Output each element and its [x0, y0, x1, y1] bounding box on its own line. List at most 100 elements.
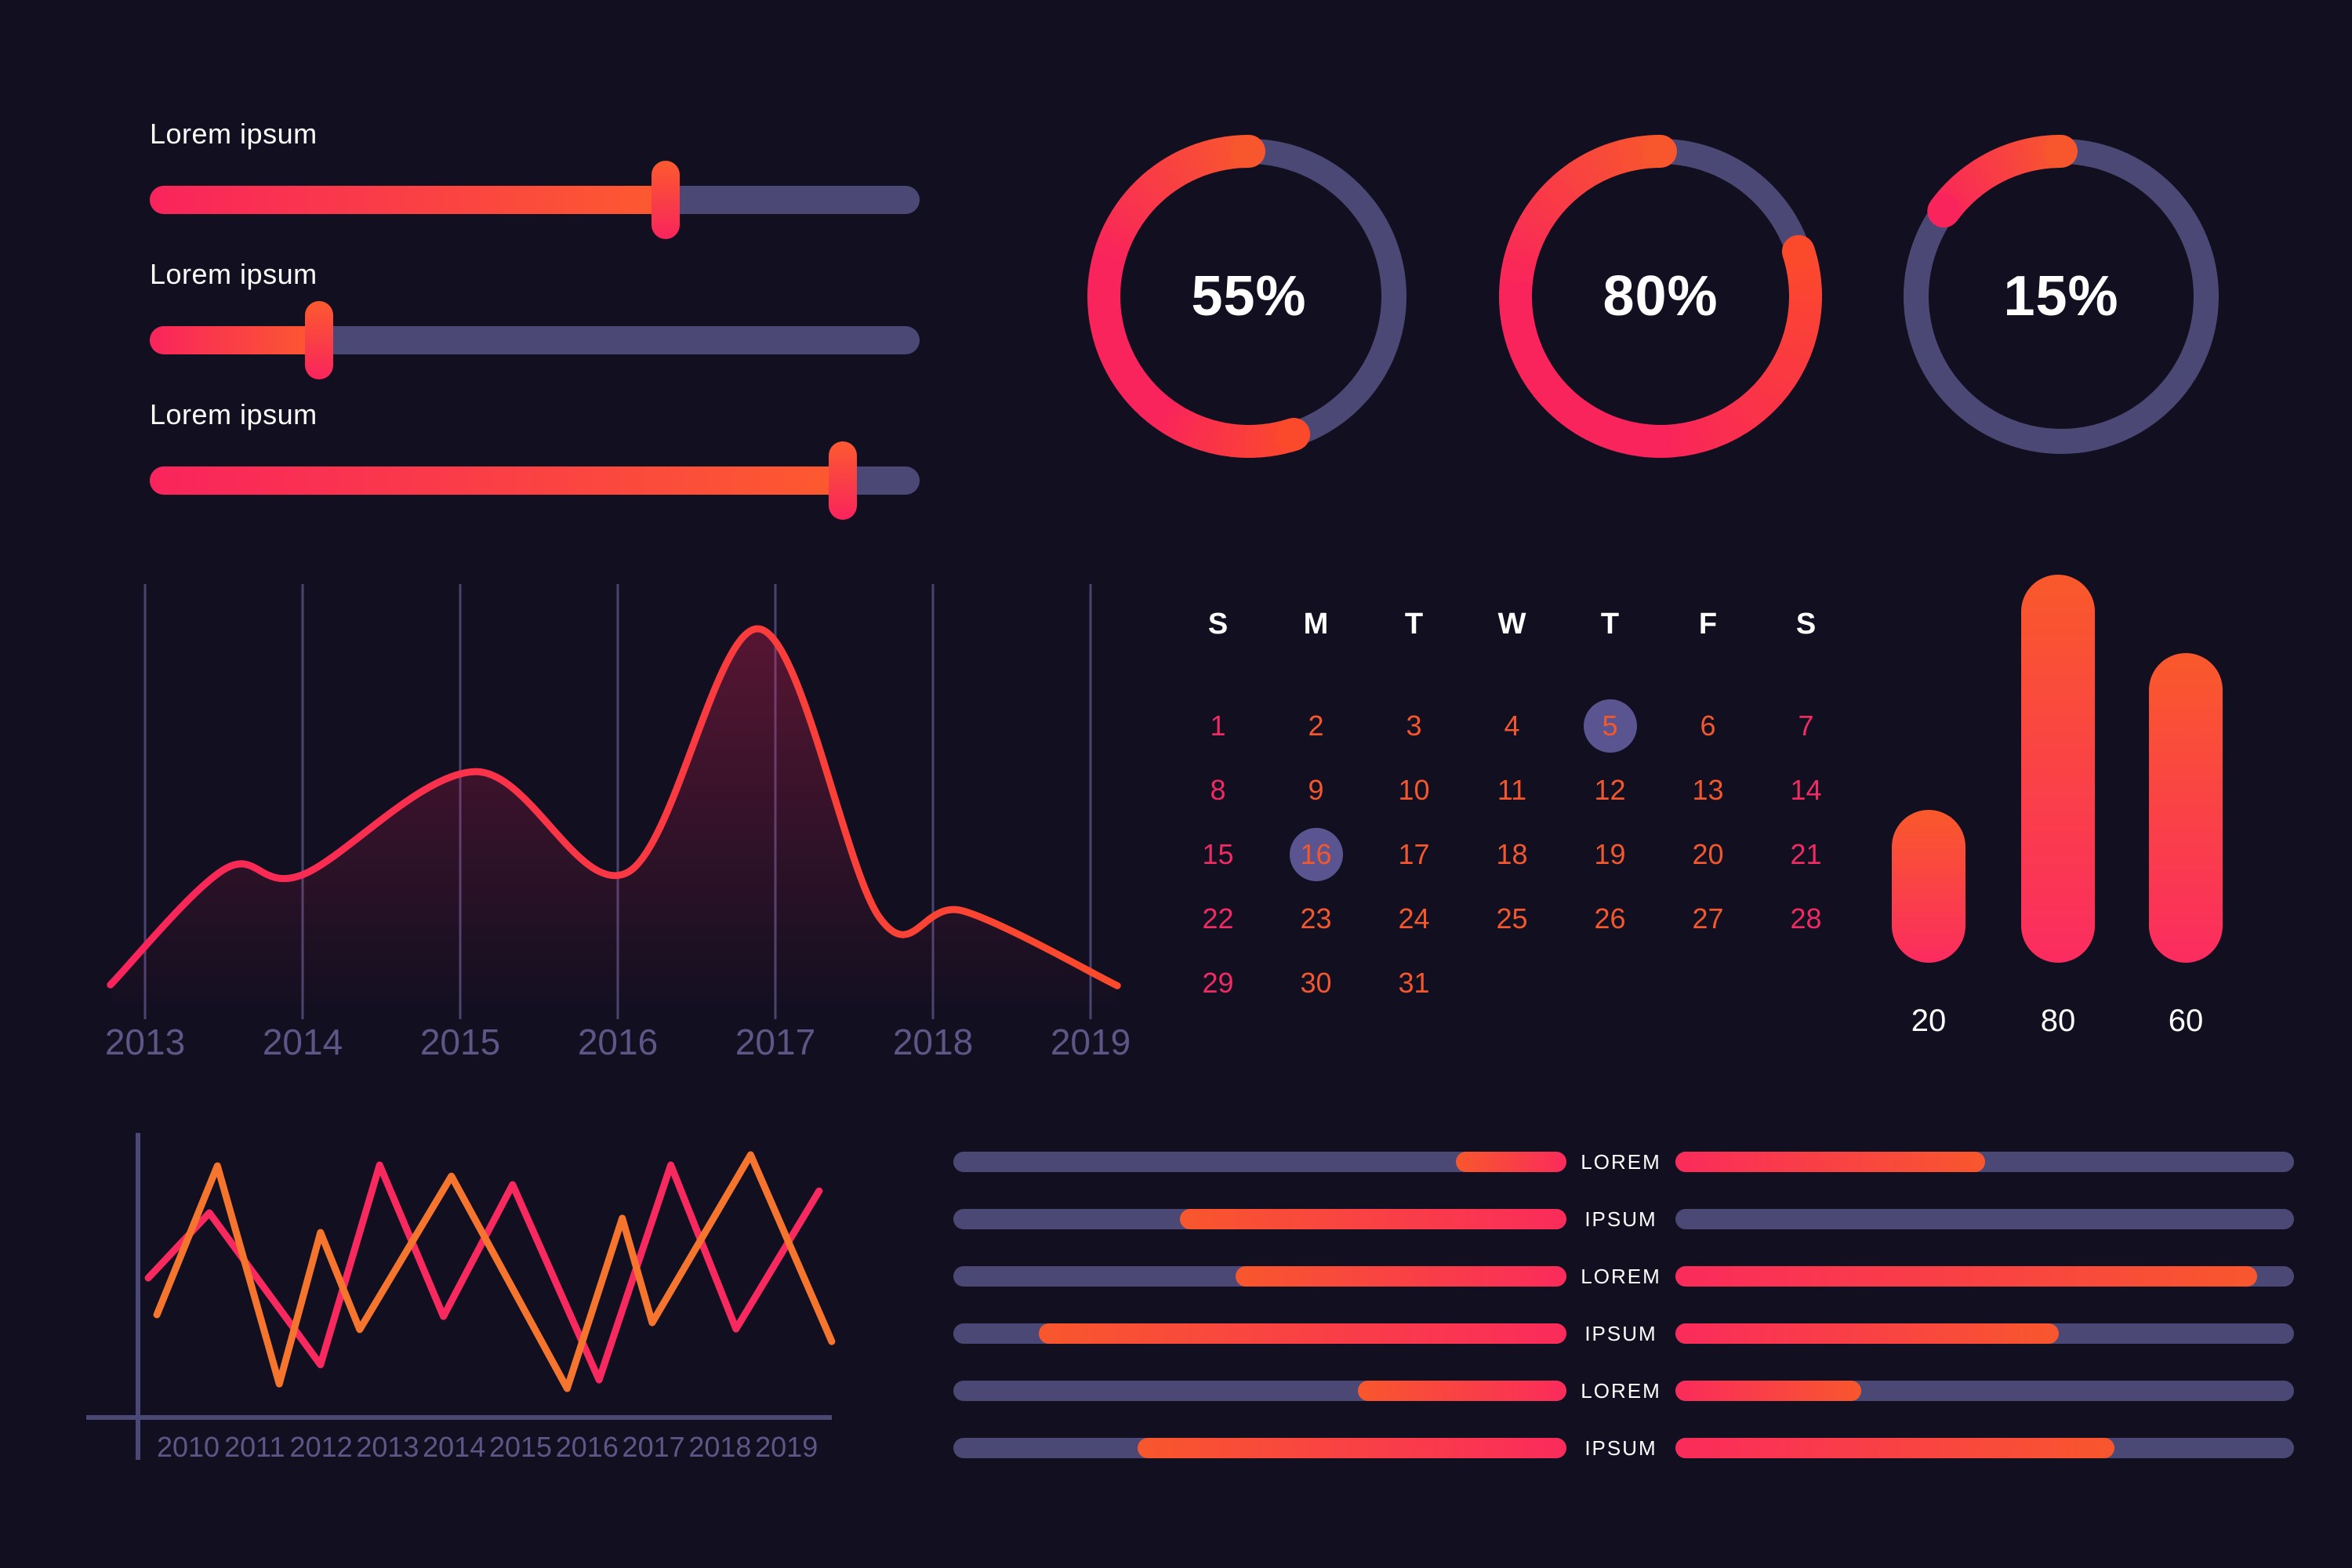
calendar-day-cell[interactable]: 19 — [1561, 822, 1659, 887]
calendar-day-number: 26 — [1594, 902, 1626, 935]
calendar-day-number: 27 — [1692, 902, 1724, 935]
calendar-day-number: 4 — [1504, 710, 1520, 742]
donut-gauge-1: 55% — [1069, 116, 1429, 477]
slider-track[interactable] — [150, 161, 920, 239]
slider-handle[interactable] — [651, 161, 680, 239]
calendar-day-number: 22 — [1202, 902, 1234, 935]
progress-left-fill — [1137, 1438, 1566, 1458]
calendar-header-cell: S — [1169, 592, 1267, 656]
slider-label: Lorem ipsum — [150, 118, 318, 150]
x-tick-label: 2015 — [489, 1431, 552, 1463]
calendar-day-number: 9 — [1308, 774, 1324, 806]
calendar-day-cell[interactable]: 25 — [1463, 887, 1561, 951]
calendar-day-number: 10 — [1398, 774, 1430, 806]
calendar-day-number: 20 — [1692, 838, 1724, 870]
pink-series — [144, 1161, 823, 1384]
slider-group-1: Lorem ipsum — [150, 118, 920, 239]
calendar-day-cell[interactable]: 8 — [1169, 758, 1267, 822]
calendar-header-cell: F — [1659, 592, 1757, 656]
calendar-day-cell[interactable]: 20 — [1659, 822, 1757, 887]
x-tick-label: 2014 — [423, 1431, 485, 1463]
calendar-day-number: 28 — [1790, 902, 1822, 935]
slider-fill — [150, 186, 666, 214]
calendar-week-row: 22 23 24 25 26 27 28 — [1169, 887, 1855, 951]
orange-series — [153, 1151, 836, 1392]
calendar-day-cell[interactable]: 29 — [1169, 951, 1267, 1015]
calendar-day-cell[interactable]: 7 — [1757, 694, 1855, 758]
x-tick-label: 2018 — [893, 1022, 973, 1062]
calendar-day-number: 6 — [1700, 710, 1716, 742]
calendar-day-cell[interactable]: 22 — [1169, 887, 1267, 951]
calendar-day-cell[interactable]: 31 — [1365, 951, 1463, 1015]
slider-handle[interactable] — [828, 441, 857, 520]
slider-handle[interactable] — [305, 301, 334, 379]
calendar-day-number: 15 — [1202, 838, 1234, 870]
calendar-day-cell[interactable]: 6 — [1659, 694, 1757, 758]
calendar-day-number: 2 — [1308, 710, 1324, 742]
calendar-day-cell[interactable]: 13 — [1659, 758, 1757, 822]
weekday-label: T — [1600, 607, 1620, 641]
calendar-day-cell[interactable]: 1 — [1169, 694, 1267, 758]
calendar-day-cell[interactable]: 26 — [1561, 887, 1659, 951]
progress-row-label: IPSUM — [1584, 1322, 1657, 1345]
donut-gauge-3: 15% — [1881, 116, 2241, 477]
calendar-day-cell[interactable]: 24 — [1365, 887, 1463, 951]
progress-right-track — [1675, 1152, 2294, 1172]
calendar-day-cell[interactable]: 2 — [1267, 694, 1365, 758]
calendar-week-row: 1 2 3 4 5 6 7 — [1169, 694, 1855, 758]
calendar-day-cell[interactable]: 30 — [1267, 951, 1365, 1015]
progress-right-track — [1675, 1438, 2294, 1458]
calendar-day-cell[interactable]: 28 — [1757, 887, 1855, 951]
donut-percent-label: 15% — [2003, 265, 2119, 328]
progress-left-fill — [1456, 1152, 1566, 1172]
calendar-day-number: 21 — [1790, 838, 1822, 870]
calendar-day-cell[interactable]: 5 — [1561, 694, 1659, 758]
calendar-day-cell[interactable]: 4 — [1463, 694, 1561, 758]
progress-left-track — [953, 1152, 1566, 1172]
donut-percent-label: 80% — [1602, 265, 1719, 328]
x-tick-label: 2013 — [356, 1431, 419, 1463]
calendar-day-cell[interactable]: 15 — [1169, 822, 1267, 887]
calendar-week-row: 8 9 10 11 12 13 14 — [1169, 758, 1855, 822]
line-chart: 2010 2011 2012 2013 2014 2015 2016 2017 2018 2019 — [86, 1133, 836, 1463]
calendar-day-number: 29 — [1202, 967, 1234, 999]
progress-left-fill — [1180, 1209, 1566, 1229]
calendar-day-cell[interactable]: 23 — [1267, 887, 1365, 951]
progress-left-fill — [1235, 1266, 1566, 1287]
calendar-day-cell[interactable]: 27 — [1659, 887, 1757, 951]
x-tick-label: 2015 — [420, 1022, 500, 1062]
calendar-day-cell[interactable]: 9 — [1267, 758, 1365, 822]
slider-label: Lorem ipsum — [150, 258, 318, 290]
calendar-day-number: 3 — [1406, 710, 1422, 742]
weekday-label: T — [1404, 607, 1424, 641]
calendar-header-cell: W — [1463, 592, 1561, 656]
calendar-day-cell[interactable]: 12 — [1561, 758, 1659, 822]
bar-60 — [2149, 653, 2223, 963]
area-fill — [110, 628, 1118, 1019]
calendar-day-cell[interactable]: 21 — [1757, 822, 1855, 887]
weekday-label: M — [1303, 607, 1329, 641]
progress-right-fill — [1675, 1438, 2115, 1458]
weekday-label: W — [1497, 607, 1526, 641]
calendar-day-cell[interactable]: 17 — [1365, 822, 1463, 887]
x-tick-label: 2017 — [735, 1022, 815, 1062]
slider-fill — [150, 326, 320, 354]
calendar-day-cell[interactable]: 11 — [1463, 758, 1561, 822]
slider-track[interactable] — [150, 441, 920, 520]
area-chart: 2013 2014 2015 2016 2017 2018 2019 — [105, 584, 1131, 1062]
progress-row-label: IPSUM — [1584, 1207, 1657, 1231]
progress-left-fill — [1039, 1323, 1566, 1344]
calendar-header-cell: T — [1365, 592, 1463, 656]
slider-track[interactable] — [150, 301, 920, 379]
progress-left-fill — [1358, 1381, 1566, 1401]
calendar-day-cell[interactable]: 3 — [1365, 694, 1463, 758]
calendar-day-number: 14 — [1790, 774, 1822, 806]
calendar-day-cell[interactable]: 16 — [1267, 822, 1365, 887]
calendar-day-cell[interactable]: 18 — [1463, 822, 1561, 887]
calendar-day-cell[interactable]: 14 — [1757, 758, 1855, 822]
calendar-day-number: 13 — [1692, 774, 1724, 806]
calendar-day-cell[interactable]: 10 — [1365, 758, 1463, 822]
